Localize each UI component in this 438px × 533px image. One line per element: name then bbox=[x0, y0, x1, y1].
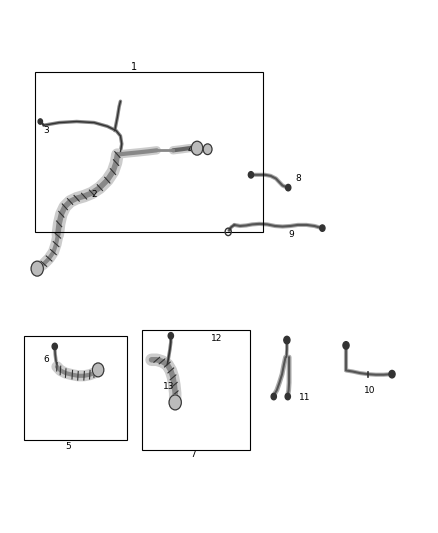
Circle shape bbox=[343, 342, 349, 349]
Circle shape bbox=[38, 119, 42, 124]
Bar bbox=[35, 72, 263, 232]
Circle shape bbox=[320, 225, 325, 231]
Circle shape bbox=[271, 393, 276, 400]
Text: 6: 6 bbox=[43, 356, 49, 364]
Text: 3: 3 bbox=[43, 126, 49, 135]
Circle shape bbox=[168, 333, 173, 339]
Circle shape bbox=[203, 144, 212, 155]
Text: 5: 5 bbox=[65, 442, 71, 451]
Circle shape bbox=[389, 370, 395, 378]
Circle shape bbox=[52, 343, 57, 350]
Circle shape bbox=[285, 393, 290, 400]
Text: 12: 12 bbox=[211, 334, 223, 343]
Text: 11: 11 bbox=[299, 393, 310, 401]
Circle shape bbox=[248, 172, 254, 178]
Circle shape bbox=[286, 184, 291, 191]
Circle shape bbox=[92, 363, 104, 377]
Circle shape bbox=[169, 395, 181, 410]
Text: 7: 7 bbox=[190, 450, 196, 458]
Text: 8: 8 bbox=[295, 174, 301, 183]
Text: 13: 13 bbox=[163, 382, 174, 391]
Text: 9: 9 bbox=[288, 230, 294, 239]
Bar bbox=[142, 330, 250, 450]
Bar bbox=[24, 336, 127, 440]
Circle shape bbox=[284, 336, 290, 344]
Text: 4: 4 bbox=[188, 145, 193, 154]
Text: 2: 2 bbox=[92, 190, 97, 199]
Text: 1: 1 bbox=[131, 62, 137, 71]
Text: 10: 10 bbox=[364, 386, 376, 394]
Circle shape bbox=[191, 141, 203, 155]
Circle shape bbox=[31, 261, 43, 276]
